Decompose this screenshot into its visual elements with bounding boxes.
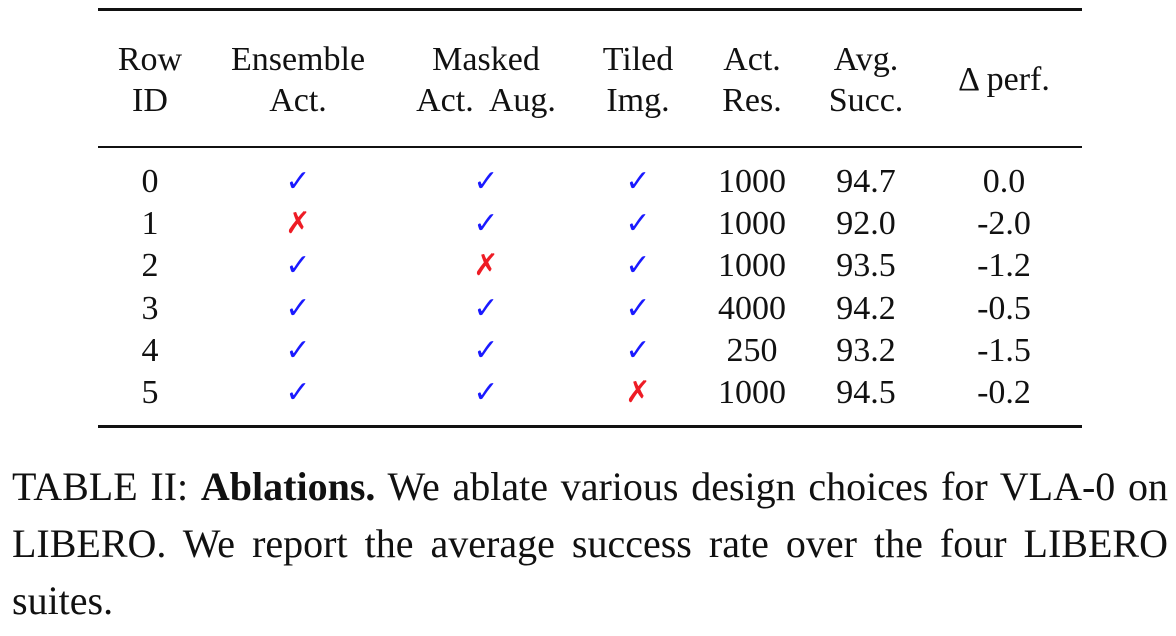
table-cell: ✓: [473, 164, 499, 199]
table-cell: 93.2: [836, 331, 896, 369]
header-cell: Res.: [722, 82, 782, 119]
table-cell: ✓: [285, 164, 311, 199]
table-cell: ✓: [625, 164, 651, 199]
table-cell: ✓: [625, 206, 651, 242]
header-cell: Tiled: [602, 41, 674, 78]
table-cell: ✓: [625, 290, 651, 326]
header-cell: Img.: [606, 82, 670, 119]
table-cell: 94.7: [836, 163, 896, 200]
header-cell: ID: [132, 82, 168, 119]
table-cell: ✗: [625, 375, 651, 410]
table-cell: ✗: [473, 248, 499, 284]
header-cell: Δ perf.: [958, 61, 1050, 98]
bottom-rule: [98, 425, 1082, 428]
table-cell: ✗: [285, 206, 311, 242]
table-cell: ✓: [473, 206, 499, 242]
table-cell: 92.0: [836, 205, 896, 243]
table-cell: ✓: [285, 248, 311, 284]
mid-rule: [98, 146, 1082, 148]
header-cell: Masked: [432, 41, 540, 78]
caption-text: We ablate various design choices for VLA…: [12, 464, 1169, 623]
table-cell: 2: [141, 247, 159, 285]
table-cell: 4: [141, 331, 159, 369]
caption-title: Ablations.: [200, 464, 376, 509]
table-cell: ✓: [473, 290, 499, 326]
header-cell: Act.: [723, 41, 781, 78]
top-rule: [98, 8, 1082, 11]
caption-label: TABLE II:: [12, 464, 189, 509]
table-cell: 5: [141, 374, 159, 411]
header-cell: Avg.: [833, 41, 899, 78]
table-cell: 1: [141, 205, 159, 243]
header-cell: Act.: [269, 82, 327, 119]
table-cell: ✓: [285, 290, 311, 326]
table-cell: 94.2: [836, 289, 896, 327]
table-cell: -1.2: [977, 247, 1031, 285]
table-cell: 4000: [718, 289, 786, 327]
table-cell: -0.2: [977, 374, 1031, 411]
table-cell: ✓: [285, 332, 311, 368]
header-cell: Row: [117, 41, 183, 78]
table-cell: 3: [141, 289, 159, 327]
table-cell: ✓: [625, 248, 651, 284]
table-cell: -2.0: [977, 205, 1031, 243]
table-cell: -0.5: [977, 289, 1031, 327]
table-cell: 94.5: [836, 374, 896, 411]
table-cell: 1000: [718, 163, 786, 200]
header-cell: Ensemble: [230, 41, 366, 78]
table-cell: ✓: [285, 375, 311, 410]
table-cell: ✓: [625, 332, 651, 368]
caption: TABLE II: Ablations. We ablate various d…: [12, 458, 1168, 629]
table-cell: 1000: [718, 205, 786, 243]
header-cell: Act. Aug.: [416, 82, 556, 119]
table-cell: 0: [141, 163, 159, 200]
table-cell: 0.0: [982, 163, 1026, 200]
table-cell: 1000: [718, 247, 786, 285]
table-cell: ✓: [473, 332, 499, 368]
table-cell: 250: [726, 331, 778, 369]
table-cell: 93.5: [836, 247, 896, 285]
table-cell: 1000: [718, 374, 786, 411]
table-cell: -1.5: [977, 331, 1031, 369]
header-cell: Succ.: [828, 82, 904, 119]
table-cell: ✓: [473, 375, 499, 410]
